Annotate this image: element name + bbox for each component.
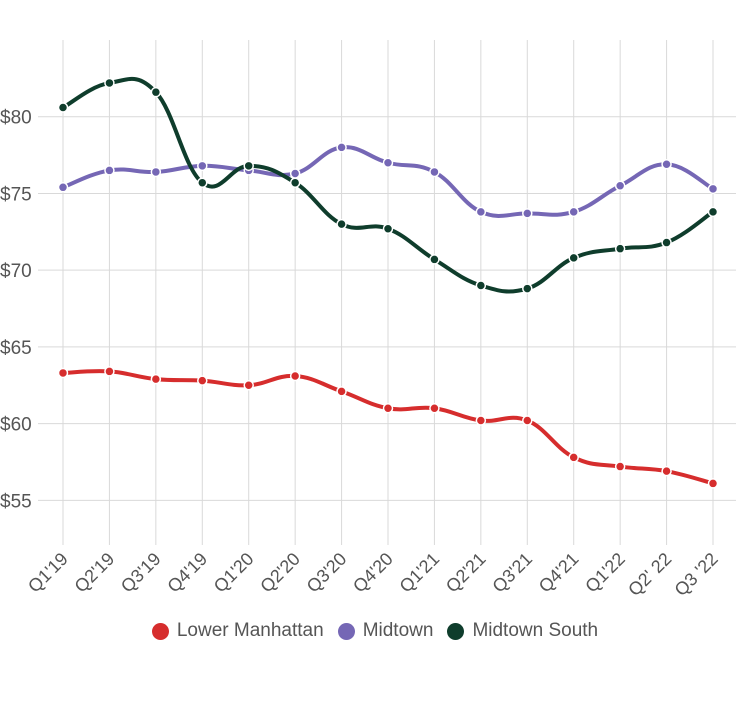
data-point-midtown[interactable] bbox=[568, 206, 579, 218]
data-point-lower-manhattan[interactable] bbox=[382, 403, 394, 414]
data-point-lower-manhattan[interactable] bbox=[707, 478, 719, 489]
data-point-midtown[interactable] bbox=[522, 208, 533, 219]
data-point-midtown[interactable] bbox=[614, 180, 626, 192]
series-lower-manhattan bbox=[57, 366, 719, 489]
y-tick-label: $65 bbox=[0, 338, 32, 359]
data-point-midtown-south[interactable] bbox=[243, 160, 254, 172]
data-point-midtown[interactable] bbox=[707, 183, 719, 195]
data-point-lower-manhattan[interactable] bbox=[104, 366, 115, 377]
data-point-midtown-south[interactable] bbox=[197, 177, 208, 188]
legend-marker bbox=[151, 622, 169, 640]
legend-label: Midtown bbox=[362, 620, 434, 641]
data-point-midtown[interactable] bbox=[475, 206, 487, 218]
data-point-midtown-south[interactable] bbox=[614, 243, 626, 254]
x-tick-label: Q2' 22 bbox=[624, 549, 675, 600]
data-point-midtown[interactable] bbox=[382, 157, 394, 168]
x-tick-label: Q4'20 bbox=[349, 549, 397, 597]
data-point-midtown-south[interactable] bbox=[57, 102, 69, 113]
data-point-midtown-south[interactable] bbox=[104, 77, 115, 89]
data-point-lower-manhattan[interactable] bbox=[57, 367, 69, 379]
data-point-midtown[interactable] bbox=[289, 168, 301, 179]
y-tick-label: $55 bbox=[0, 491, 32, 512]
data-point-lower-manhattan[interactable] bbox=[197, 375, 208, 386]
data-point-lower-manhattan[interactable] bbox=[614, 461, 626, 472]
series-line-midtown-south bbox=[61, 76, 715, 294]
data-point-lower-manhattan[interactable] bbox=[661, 465, 672, 477]
data-point-midtown-south[interactable] bbox=[522, 283, 533, 294]
data-point-midtown[interactable] bbox=[150, 166, 162, 178]
data-point-midtown[interactable] bbox=[429, 166, 440, 178]
y-axis-ticks: $55 $60 $65 $70 $75 $80 bbox=[0, 108, 32, 513]
y-tick-label: $75 bbox=[0, 184, 32, 205]
x-tick-label: Q2'21 bbox=[442, 549, 490, 597]
legend-item-lower-manhattan[interactable]: Lower Manhattan bbox=[151, 620, 324, 642]
x-tick-label: Q1'20 bbox=[210, 549, 258, 597]
legend: Lower Manhattan Midtown Midtown South bbox=[0, 620, 750, 642]
data-point-midtown[interactable] bbox=[197, 160, 208, 172]
data-point-midtown-south[interactable] bbox=[429, 254, 440, 265]
legend-label: Lower Manhattan bbox=[176, 620, 324, 641]
x-tick-label: Q1'22 bbox=[581, 549, 629, 597]
x-tick-label: Q1'21 bbox=[396, 549, 444, 597]
data-point-lower-manhattan[interactable] bbox=[336, 386, 347, 397]
legend-item-midtown[interactable]: Midtown bbox=[337, 620, 434, 642]
x-tick-label: Q4'21 bbox=[535, 549, 583, 597]
data-point-lower-manhattan[interactable] bbox=[289, 370, 301, 382]
data-point-lower-manhattan[interactable] bbox=[243, 379, 254, 391]
data-point-lower-manhattan[interactable] bbox=[475, 415, 487, 426]
legend-marker bbox=[447, 622, 465, 640]
data-point-midtown-south[interactable] bbox=[707, 206, 719, 218]
data-point-lower-manhattan[interactable] bbox=[568, 452, 579, 463]
y-tick-label: $70 bbox=[0, 261, 32, 282]
x-tick-label: Q2'19 bbox=[71, 549, 119, 597]
data-point-midtown-south[interactable] bbox=[568, 252, 579, 264]
data-point-midtown-south[interactable] bbox=[336, 218, 347, 230]
data-point-lower-manhattan[interactable] bbox=[150, 373, 162, 385]
data-point-midtown-south[interactable] bbox=[382, 223, 394, 234]
series-midtown bbox=[57, 142, 719, 219]
y-tick-label: $80 bbox=[0, 108, 32, 129]
data-point-midtown[interactable] bbox=[57, 182, 69, 193]
y-tick-label: $60 bbox=[0, 415, 32, 436]
legend-label: Midtown South bbox=[472, 620, 599, 641]
x-tick-label: Q3'21 bbox=[488, 549, 536, 597]
grid bbox=[38, 40, 736, 545]
series-midtown-south bbox=[57, 76, 719, 294]
x-tick-label: Q3'19 bbox=[117, 549, 165, 597]
data-point-midtown[interactable] bbox=[336, 142, 347, 153]
data-point-midtown[interactable] bbox=[661, 159, 672, 170]
data-point-midtown-south[interactable] bbox=[150, 86, 162, 98]
legend-marker bbox=[337, 622, 355, 640]
x-axis-ticks: Q1'19Q2'19Q3'19Q4'19Q1'20Q2'20Q3'20Q4'20… bbox=[24, 549, 722, 600]
x-tick-label: Q1'19 bbox=[24, 549, 72, 597]
legend-item-midtown-south[interactable]: Midtown South bbox=[447, 620, 598, 642]
data-point-midtown-south[interactable] bbox=[661, 237, 672, 248]
series-group bbox=[57, 76, 719, 489]
x-tick-label: Q2'20 bbox=[256, 549, 304, 597]
data-point-lower-manhattan[interactable] bbox=[522, 415, 533, 426]
x-tick-label: Q3'20 bbox=[303, 549, 351, 597]
x-tick-label: Q3 '22 bbox=[671, 549, 722, 600]
data-point-midtown-south[interactable] bbox=[475, 280, 487, 291]
data-point-midtown-south[interactable] bbox=[289, 177, 301, 188]
x-tick-label: Q4'19 bbox=[163, 549, 211, 597]
data-point-lower-manhattan[interactable] bbox=[429, 403, 440, 414]
data-point-midtown[interactable] bbox=[104, 165, 115, 176]
